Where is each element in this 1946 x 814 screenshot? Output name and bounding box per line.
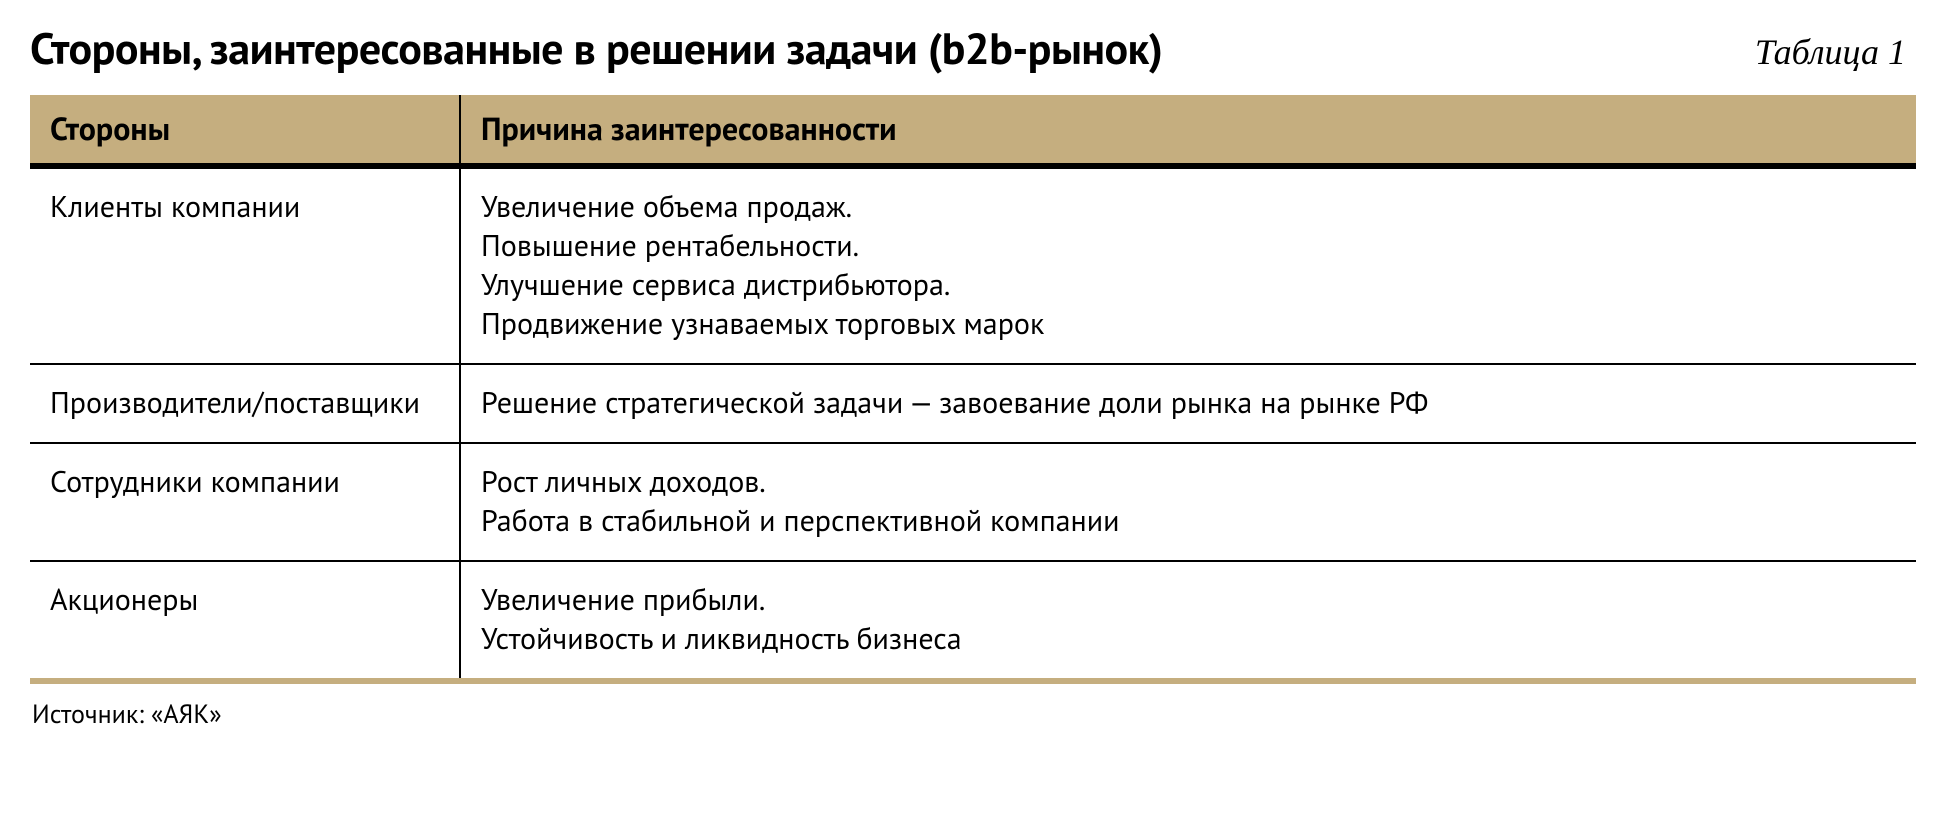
source-label: Источник: «АЯК» (32, 698, 1916, 731)
cell-party: Сотрудники компании (30, 443, 460, 561)
table-row: Производители/поставщики Решение стратеги… (30, 364, 1916, 443)
reason-line: Улучшение сервиса дистрибьютора. (481, 265, 1896, 304)
page-title: Стороны, заинтересованные в решении зада… (30, 20, 1163, 77)
column-header-reason: Причина заинтересованности (460, 95, 1916, 166)
cell-party: Производители/поставщики (30, 364, 460, 443)
cell-party: Клиенты компании (30, 166, 460, 364)
reason-line: Продвижение узнаваемых торговых марок (481, 304, 1896, 343)
reason-line: Повышение рентабельности. (481, 226, 1896, 265)
cell-reason: Рост личных доходов.Работа в стабильной … (460, 443, 1916, 561)
reason-line: Устойчивость и ликвидность бизнеса (481, 619, 1896, 658)
reason-line: Рост личных доходов. (481, 462, 1896, 501)
table-body: Клиенты компанииУвеличение объема продаж… (30, 166, 1916, 681)
cell-reason: Увеличение прибыли.Устойчивость и ликвид… (460, 561, 1916, 681)
table-row: Сотрудники компанииРост личных доходов.Р… (30, 443, 1916, 561)
column-header-party: Стороны (30, 95, 460, 166)
reason-line: Увеличение прибыли. (481, 580, 1896, 619)
cell-reason: Решение стратегической задачи — завоеван… (460, 364, 1916, 443)
cell-party: Акционеры (30, 561, 460, 681)
table-number-label: Таблица 1 (1755, 31, 1906, 73)
table-row: АкционерыУвеличение прибыли.Устойчивость… (30, 561, 1916, 681)
header-row: Стороны, заинтересованные в решении зада… (30, 20, 1916, 77)
reason-line: Увеличение объема продаж. (481, 187, 1896, 226)
cell-reason: Увеличение объема продаж.Повышение рента… (460, 166, 1916, 364)
stakeholders-table: Стороны Причина заинтересованности Клиен… (30, 95, 1916, 684)
reason-line: Работа в стабильной и перспективной комп… (481, 501, 1896, 540)
table-header-row: Стороны Причина заинтересованности (30, 95, 1916, 166)
table-row: Клиенты компанииУвеличение объема продаж… (30, 166, 1916, 364)
reason-line: Решение стратегической задачи — завоеван… (481, 383, 1896, 422)
